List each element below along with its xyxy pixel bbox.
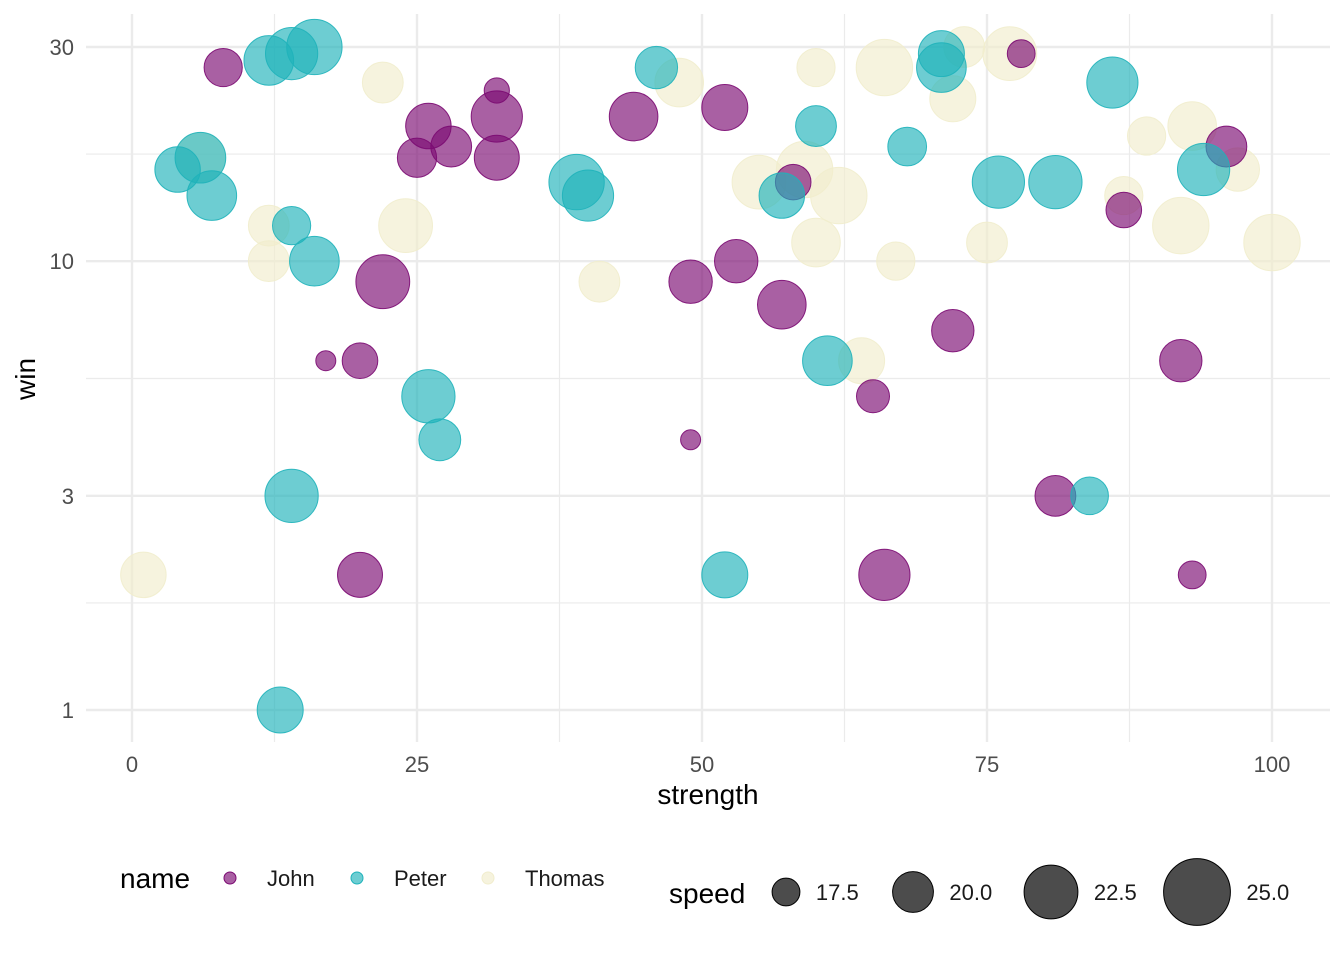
data-point [315,350,337,372]
data-point [341,342,379,380]
size-key [1163,858,1231,926]
data-point [361,61,404,104]
size-legend-entries: 17.5 20.0 22.5 25.0 [771,858,1289,926]
size-key [1023,864,1079,920]
legend-label-john: John [267,866,315,891]
y-tick-label: 10 [50,249,74,274]
data-point [1034,474,1077,517]
data-point [561,169,615,222]
data-point [272,206,312,246]
data-point [1177,560,1207,590]
data-point [1105,191,1143,229]
legend-key-peter [350,871,364,885]
data-point [355,254,411,310]
data-point [1176,142,1231,197]
size-key-label: 17.5 [816,880,859,905]
data-point [1006,39,1036,69]
data-point [714,238,759,284]
data-point [795,105,837,147]
data-point [470,90,523,143]
data-point [876,241,916,281]
data-point [701,551,749,599]
data-point [418,418,462,462]
data-point [264,468,319,523]
data-point [971,155,1026,209]
data-point [887,126,928,167]
y-tick-label: 1 [62,698,74,723]
data-point [203,47,243,88]
y-axis-title: win [10,358,41,401]
data-point [791,217,841,268]
size-key [771,877,801,907]
data-point [1152,196,1210,255]
y-tick-label: 3 [62,484,74,509]
x-tick-label: 50 [690,752,714,777]
x-axis-title: strength [657,779,758,810]
data-point [473,134,520,181]
data-point [966,221,1008,264]
data-point [757,279,807,330]
size-key-label: 25.0 [1246,880,1289,905]
data-point [256,686,304,734]
legend: name John Peter Thomas speed 17.5 20.0 22.5 2… [120,858,1289,926]
size-key-label: 22.5 [1094,880,1137,905]
data-point [856,379,890,414]
data-points [120,18,1301,734]
data-point [680,429,702,451]
x-tick-label: 100 [1254,752,1291,777]
data-point [634,45,679,90]
axis-ticks: 0 25 50 75 100 1 3 10 30 [50,35,1291,777]
data-point [401,369,456,424]
data-point [430,125,473,168]
legend-key-thomas [481,871,495,885]
data-point [855,38,914,97]
data-point [286,18,343,76]
data-point [1086,56,1139,109]
color-legend-title: name [120,863,190,894]
x-tick-label: 25 [405,752,429,777]
legend-label-thomas: Thomas [525,866,604,891]
legend-label-peter: Peter [394,866,447,891]
data-point [1070,476,1109,516]
data-point [247,240,290,283]
series-john [203,39,1248,601]
size-legend-title: speed [669,878,745,909]
data-point [796,47,836,88]
size-key-label: 20.0 [949,880,992,905]
data-point [608,91,659,142]
data-point [701,83,749,131]
legend-key-john [223,871,237,885]
series-peter [154,18,1231,734]
x-tick-label: 75 [975,752,999,777]
data-point [1127,116,1167,156]
data-point [186,170,238,221]
data-point [931,309,975,353]
data-point [1028,154,1083,210]
data-point [378,198,434,254]
data-point [668,259,713,304]
data-point [578,260,621,303]
y-tick-label: 30 [50,35,74,60]
data-point [289,235,340,287]
data-point [337,551,383,598]
data-point [802,335,853,387]
data-point [1159,339,1203,383]
data-point [810,166,868,225]
x-tick-label: 0 [126,752,138,777]
data-point [916,42,967,93]
size-key [892,871,934,913]
data-point [120,551,167,599]
data-point [758,172,806,219]
data-point [858,548,911,601]
color-legend-entries: John Peter Thomas [223,866,604,891]
data-point [1243,213,1301,272]
